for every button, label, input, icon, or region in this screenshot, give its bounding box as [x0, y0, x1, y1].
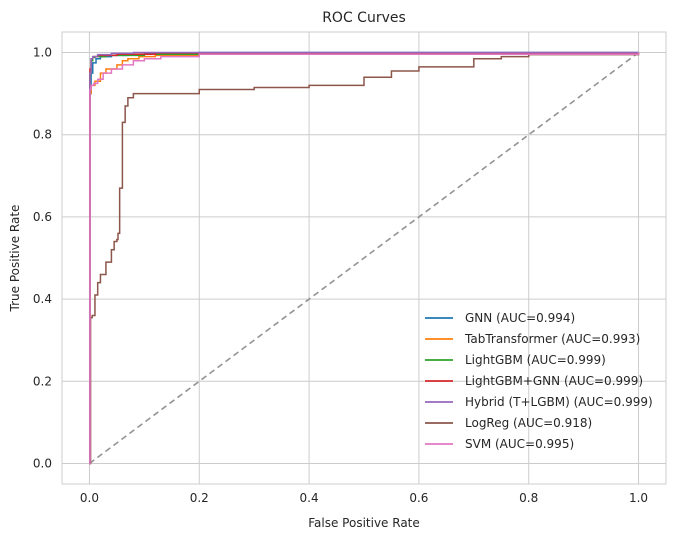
y-tick-label: 0.8 — [33, 128, 52, 142]
x-tick-label: 0.6 — [409, 491, 428, 505]
roc-series-line-4 — [89, 51, 639, 465]
legend-label: LightGBM (AUC=0.999) — [465, 353, 606, 367]
roc-series-line-6 — [89, 52, 640, 465]
diagonal-layer — [88, 51, 640, 465]
legend-label: GNN (AUC=0.994) — [465, 311, 575, 325]
roc-series-line-5 — [89, 52, 640, 465]
x-tick-label: 0.4 — [300, 491, 319, 505]
x-axis-label: False Positive Rate — [308, 516, 420, 530]
y-tick-label: 0.4 — [33, 292, 52, 306]
legend-label: LightGBM+GNN (AUC=0.999) — [465, 374, 643, 388]
y-axis-label: True Positive Rate — [8, 205, 22, 313]
chance-diagonal-line — [88, 51, 640, 465]
y-tick-labels: 0.0 0.2 0.4 0.6 0.8 1.0 — [33, 46, 52, 471]
x-tick-labels: 0.0 0.2 0.4 0.6 0.8 1.0 — [80, 491, 648, 505]
x-tick-label: 0.8 — [519, 491, 538, 505]
x-tick-label: 0.2 — [190, 491, 209, 505]
series-layer — [89, 51, 640, 465]
x-tick-label: 0.0 — [80, 491, 99, 505]
y-tick-label: 0.6 — [33, 210, 52, 224]
legend-label: TabTransformer (AUC=0.993) — [464, 332, 640, 346]
y-tick-label: 0.0 — [33, 456, 52, 470]
legend-label: Hybrid (T+LGBM) (AUC=0.999) — [465, 395, 653, 409]
legend-label: LogReg (AUC=0.918) — [465, 416, 592, 430]
chart-title: ROC Curves — [322, 10, 406, 26]
y-tick-label: 0.2 — [33, 374, 52, 388]
x-tick-label: 1.0 — [629, 491, 648, 505]
legend: GNN (AUC=0.994) TabTransformer (AUC=0.993… — [425, 311, 653, 451]
y-tick-label: 1.0 — [33, 46, 52, 60]
legend-label: SVM (AUC=0.995) — [465, 437, 574, 451]
